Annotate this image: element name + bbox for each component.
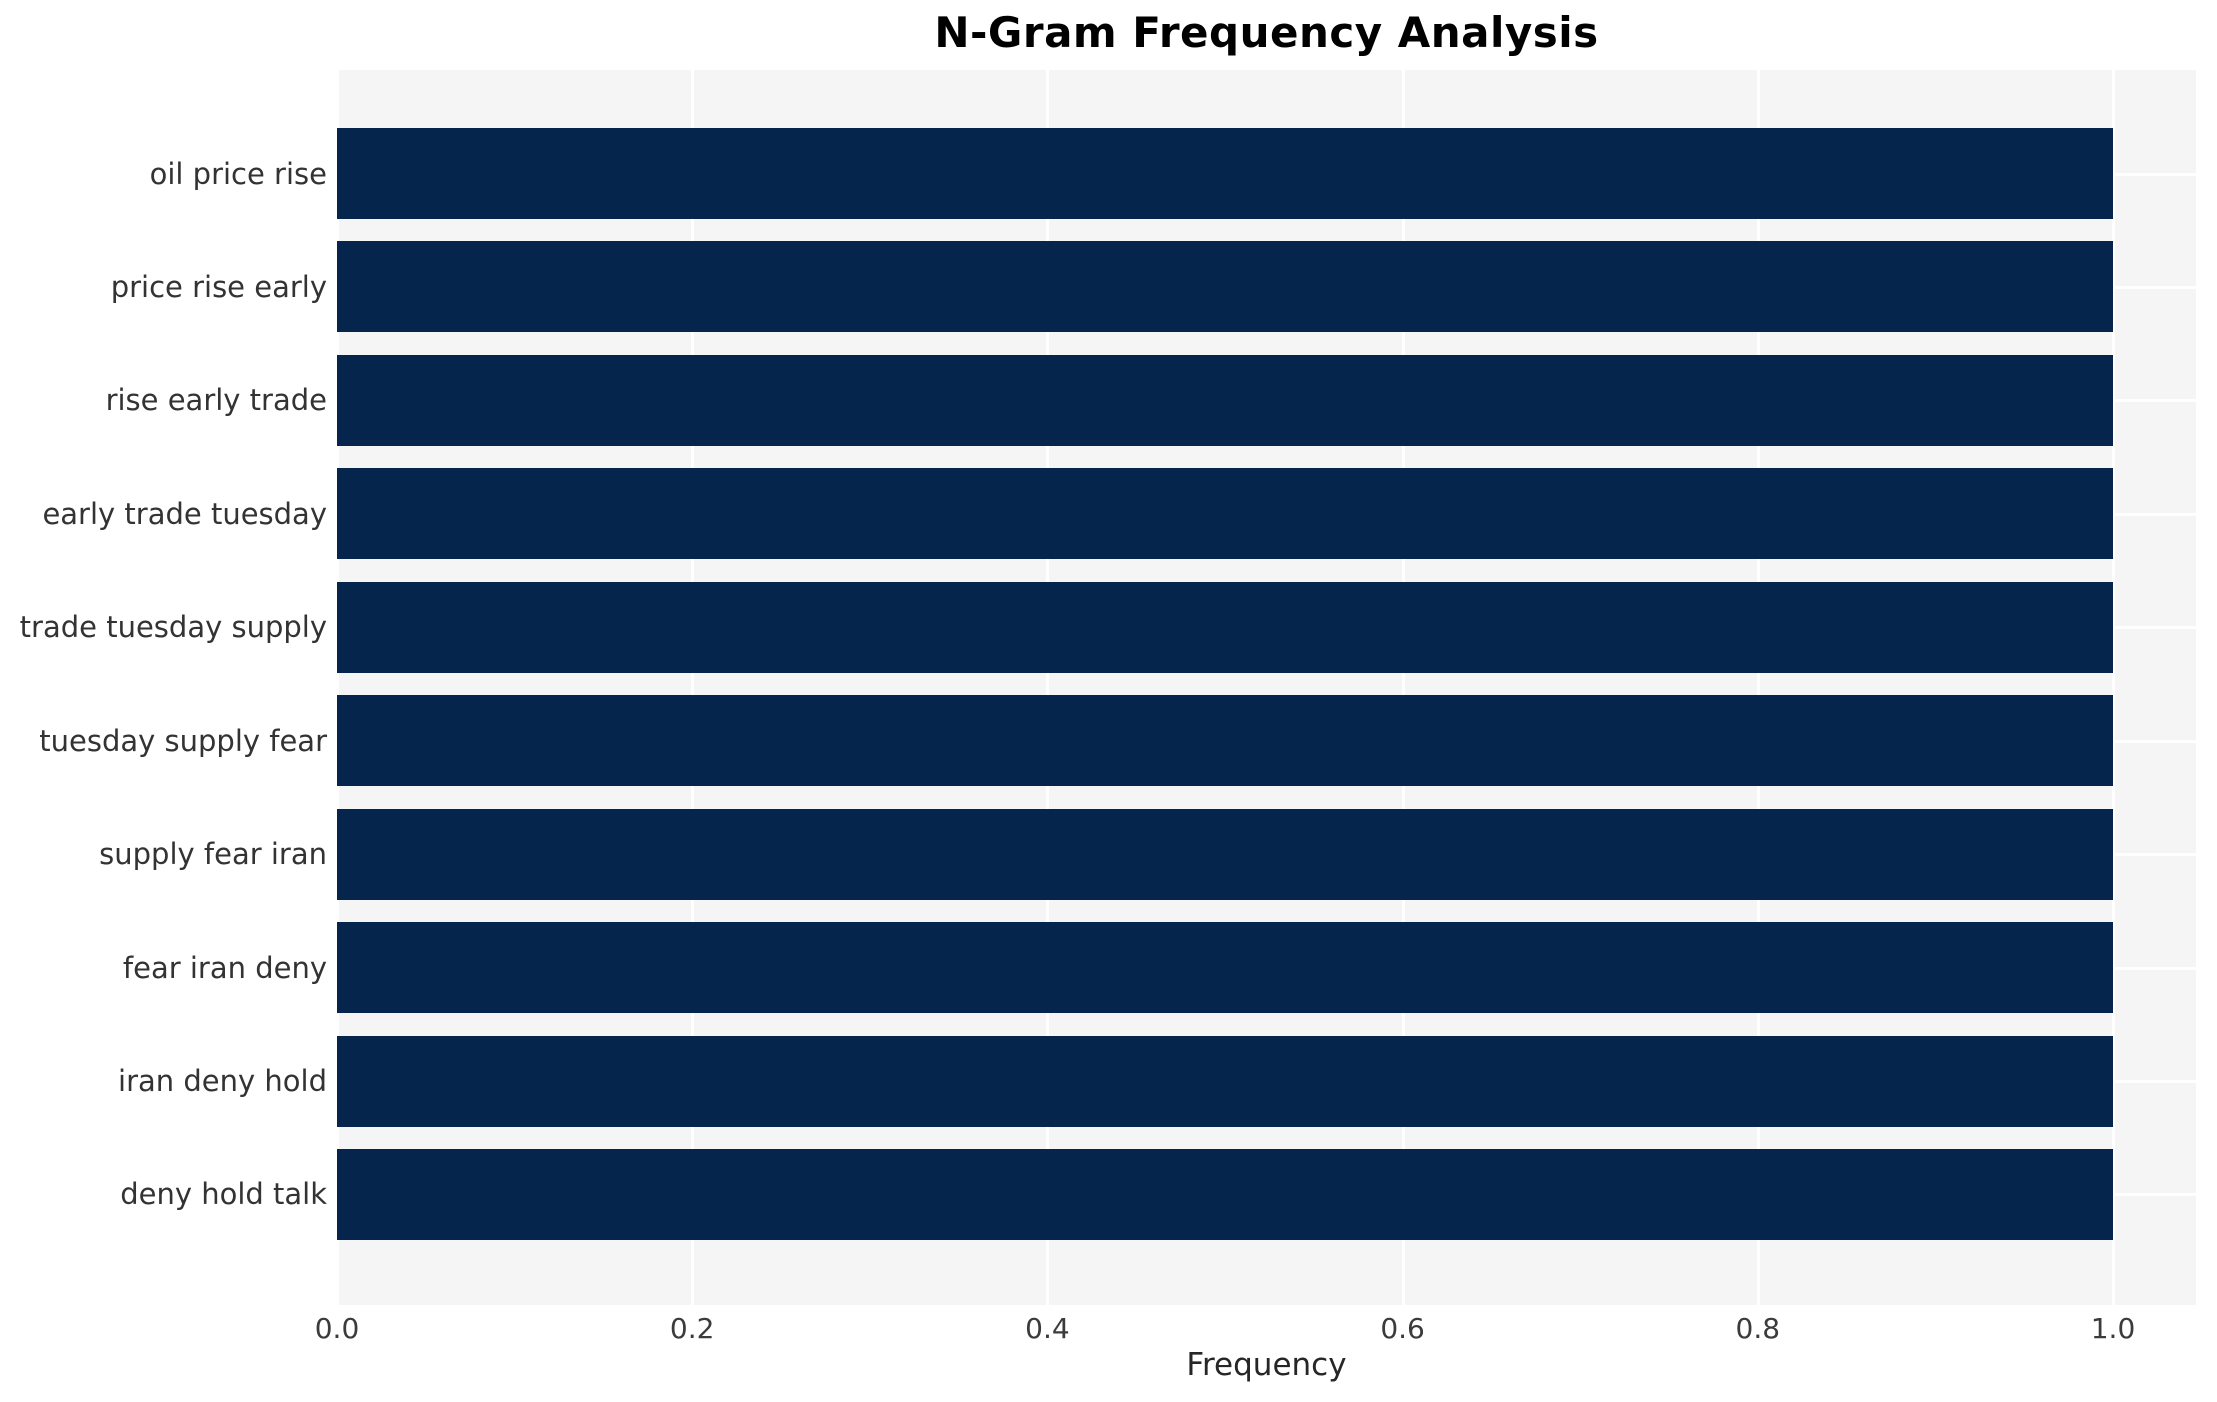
plot-area (336, 70, 2196, 1305)
bar-fear-iran-deny (337, 922, 2113, 1014)
v-gridline (1046, 70, 1050, 1305)
y-tick-label: price rise early (110, 269, 327, 304)
x-tick-label: 0.2 (669, 1312, 715, 1345)
x-tick-label: 0.4 (1025, 1312, 1070, 1345)
bar-tuesday-supply-fear (337, 695, 2113, 787)
bar-rise-early-trade (337, 354, 2113, 446)
y-tick-label: oil price rise (149, 156, 327, 191)
v-gridline (691, 70, 695, 1305)
y-tick-label: supply fear iran (99, 837, 327, 872)
bar-iran-deny-hold (337, 1035, 2113, 1127)
y-tick-label: early trade tuesday (42, 496, 327, 531)
v-gridline (336, 70, 339, 1305)
v-gridline (1756, 70, 1760, 1305)
x-tick-label: 0.0 (314, 1312, 360, 1345)
bar-oil-price-rise (337, 128, 2113, 219)
v-gridline (2112, 70, 2115, 1305)
v-gridline (1401, 70, 1405, 1305)
y-tick-label: trade tuesday supply (19, 610, 327, 645)
y-tick-label: tuesday supply fear (39, 723, 327, 758)
y-tick-label: fear iran deny (122, 950, 327, 985)
x-tick-label: 0.6 (1380, 1312, 1425, 1345)
y-tick-label: rise early trade (105, 383, 327, 418)
y-tick-label: deny hold talk (120, 1177, 327, 1212)
bar-trade-tuesday-supply (337, 581, 2113, 673)
bar-early-trade-tuesday (337, 468, 2113, 560)
bar-price-rise-early (337, 241, 2113, 333)
chart-title: N-Gram Frequency Analysis (934, 8, 1599, 57)
y-tick-label: iran deny hold (118, 1064, 327, 1099)
x-axis-label: Frequency (1186, 1347, 1347, 1383)
bar-deny-hold-talk (337, 1148, 2113, 1240)
x-tick-label: 0.8 (1735, 1312, 1781, 1345)
x-tick-label: 1.0 (2090, 1312, 2136, 1345)
bar-supply-fear-iran (337, 808, 2113, 900)
